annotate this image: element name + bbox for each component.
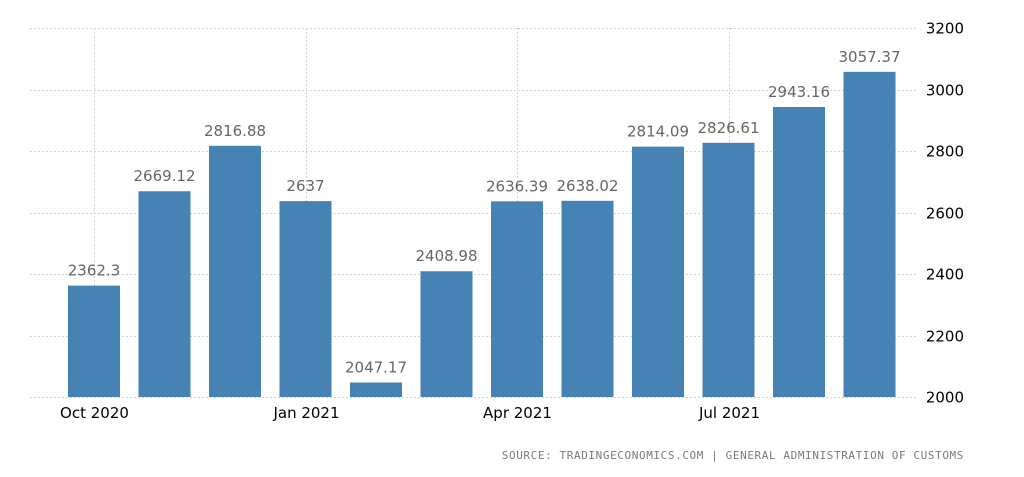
bars [68,71,896,397]
source-note: SOURCE: TRADINGECONOMICS.COM | GENERAL A… [501,449,964,462]
y-tick-label: 3000 [926,82,964,100]
bar [420,271,473,397]
x-tick-label: Jul 2021 [698,404,760,422]
y-tick-label: 2400 [926,266,964,284]
y-tick-label: 2600 [926,205,964,223]
data-label: 2638.02 [556,177,618,195]
bar [279,201,332,397]
bar [491,201,543,397]
y-tick-label: 2000 [926,389,964,407]
bar [773,106,825,397]
data-label: 2636.39 [486,177,548,195]
y-tick-label: 2200 [926,328,964,346]
data-label: 3057.37 [838,48,900,66]
x-axis: Oct 2020 Jan 2021 Apr 2021 Jul 2021 [60,404,760,422]
data-label: 2943.16 [768,83,830,101]
y-axis: 2000 2200 2400 2600 2800 3000 3200 [926,20,964,407]
bar [138,191,191,397]
x-tick-label: Apr 2021 [483,404,552,422]
bar [350,382,402,397]
x-tick-label: Jan 2021 [272,404,339,422]
bar [209,145,261,397]
data-label: 2637 [286,177,324,195]
data-label: 2047.17 [345,358,407,376]
bar [702,142,755,397]
x-tick-label: Oct 2020 [60,404,129,422]
y-tick-label: 2800 [926,143,964,161]
y-tick-label: 3200 [926,20,964,38]
bar [632,146,684,397]
data-label: 2814.09 [627,123,689,141]
data-label: 2669.12 [133,167,195,185]
bar [68,285,120,397]
bar [561,200,614,397]
data-label: 2826.61 [697,119,759,137]
data-label: 2362.3 [68,262,121,280]
data-label: 2408.98 [415,247,477,265]
data-label: 2816.88 [204,122,266,140]
bar [843,71,896,397]
data-labels: 2362.3 2669.12 2816.88 2637 2047.17 2408.98 26… [68,48,901,377]
